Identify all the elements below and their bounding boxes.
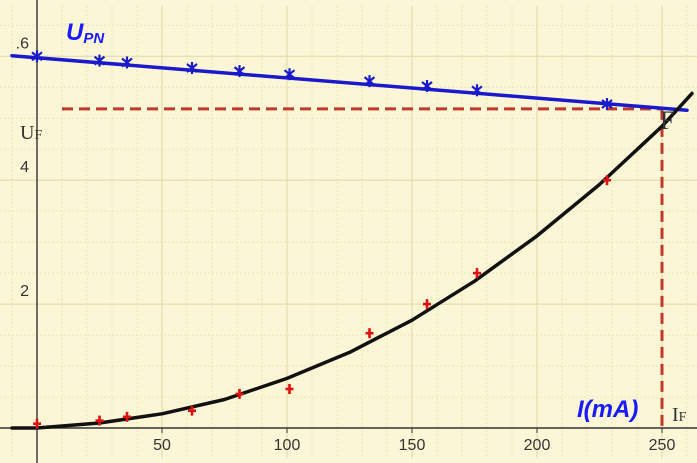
x-tick-label-1: 100 <box>274 437 301 454</box>
x-tick-label-0: 50 <box>153 437 171 454</box>
series-1-point-2 <box>121 56 133 69</box>
series-2-point-9 <box>603 175 611 186</box>
series-1-point-7 <box>421 80 433 92</box>
uf-label-main: U <box>20 122 35 144</box>
y-axis-title-sub: PN <box>83 30 105 47</box>
x-tick-label-3: 200 <box>524 437 551 454</box>
x-tick-label-4: 250 <box>649 437 676 454</box>
series-2-point-0 <box>33 418 41 429</box>
series-2-point-1 <box>95 415 104 426</box>
series-1-point-6 <box>363 75 376 88</box>
if-label: IF <box>672 404 687 426</box>
uf-label-sub: F <box>34 128 42 143</box>
series-1-point-5 <box>283 68 296 81</box>
series-1-point-9 <box>601 98 613 110</box>
series-1 <box>10 50 689 112</box>
series-2-point-5 <box>285 384 294 394</box>
series-1-point-1 <box>93 54 106 67</box>
y-axis-title: UPN <box>66 19 105 47</box>
series-2-point-7 <box>423 299 431 310</box>
dashed-guides <box>62 107 664 431</box>
series-2-point-8 <box>473 268 481 279</box>
series-1-point-0 <box>31 50 43 63</box>
series-1-point-4 <box>233 65 246 78</box>
series-2-point-3 <box>188 405 196 416</box>
uf-label: UF <box>20 122 42 144</box>
if-label-sub: F <box>679 410 687 425</box>
y-tick-label-1: 4 <box>20 159 29 176</box>
grid <box>0 6 697 458</box>
if-label-main: I <box>672 404 679 426</box>
point-label: F <box>660 106 674 135</box>
x-axis-title: I(mA) <box>577 396 638 423</box>
series-2-point-2 <box>123 411 131 422</box>
tick-labels: 50 100 150 200 250 .6 4 2 <box>16 35 676 454</box>
x-tick-label-2: 150 <box>399 437 426 454</box>
y-axis-title-main: U <box>66 19 84 46</box>
y-tick-label-0: .6 <box>16 35 29 52</box>
series-1-point-3 <box>186 62 198 74</box>
series-2 <box>10 91 694 430</box>
series-1-point-8 <box>471 84 483 97</box>
series-2-point-6 <box>365 328 374 339</box>
y-tick-label-2: 2 <box>20 283 29 300</box>
series-2-point-4 <box>235 388 244 399</box>
